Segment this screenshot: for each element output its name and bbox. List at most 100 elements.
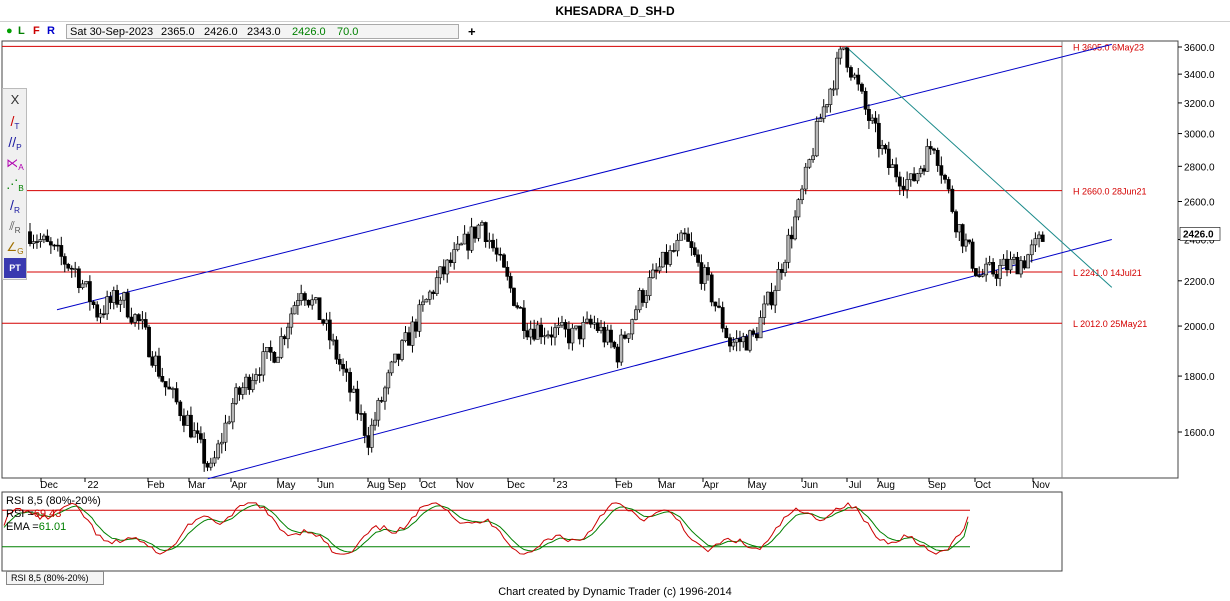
tool-retrace-icon[interactable]: /R (4, 195, 26, 215)
candle-body (250, 380, 255, 390)
tool-cursor-icon[interactable]: X (10, 92, 20, 107)
candle-body (675, 239, 680, 252)
candle-body (880, 144, 885, 149)
candle-body (45, 235, 50, 242)
candle-body (539, 324, 544, 338)
candle-body (535, 324, 540, 340)
time-tick-label: Nov (456, 480, 474, 491)
candle-body (980, 274, 985, 277)
candle-body (98, 313, 103, 318)
candle-body (512, 287, 516, 306)
price-tick-label: 2400.0 (1184, 236, 1215, 247)
candle-body (362, 413, 367, 436)
candle-body (431, 291, 436, 294)
add-icon[interactable]: + (468, 24, 476, 39)
candle-body (867, 108, 871, 121)
candle-body (195, 430, 200, 434)
trend-line (845, 45, 1113, 288)
candle-body (515, 305, 520, 308)
tool-boxes-icon[interactable]: ⋰B (4, 174, 26, 194)
candle-body (943, 174, 947, 180)
candle-body (856, 74, 861, 85)
candle-body (650, 269, 655, 278)
price-tick-label: 3600.0 (1184, 43, 1215, 54)
candle-body (870, 117, 875, 121)
candle-body (751, 330, 756, 335)
bar-date: Sat 30-Sep-2023 (70, 26, 154, 38)
candle-body (814, 121, 819, 157)
info-bar: ● L F R (0, 23, 1230, 40)
candle-body (567, 328, 571, 344)
price-tick-label: 1800.0 (1184, 372, 1215, 383)
candle-body (420, 301, 425, 306)
indicator-tab[interactable]: RSI 8,5 (80%-20%) (6, 571, 104, 585)
candle-body (647, 277, 652, 297)
candle-body (52, 244, 57, 247)
candle-body (1005, 258, 1009, 271)
candle-body (744, 336, 749, 351)
tool-ratio-icon[interactable]: ⫽R (4, 216, 26, 236)
tool-time-icon[interactable]: PT (4, 258, 26, 278)
candle-body (671, 250, 676, 252)
time-tick-label: Jun (802, 480, 818, 491)
candle-body (615, 346, 620, 363)
flag-f[interactable]: F (33, 25, 40, 37)
time-tick-label: Dec (40, 480, 58, 491)
bar-open: 2365.0 (161, 26, 195, 38)
candle-body (87, 281, 92, 303)
tool-trendline-icon[interactable]: /T (4, 111, 26, 131)
candle-body (998, 265, 1002, 279)
candle-body (292, 305, 297, 315)
tool-parallel-icon[interactable]: //P (4, 132, 26, 152)
price-tick-label: 1600.0 (1184, 428, 1215, 439)
candle-body (279, 336, 284, 358)
flag-l[interactable]: L (18, 25, 25, 37)
candle-body (689, 241, 694, 248)
candle-body (660, 251, 665, 268)
candle-body (935, 149, 940, 166)
candle-body (793, 216, 797, 240)
candle-body (272, 351, 277, 363)
candle-body (811, 155, 815, 160)
candle-body (111, 290, 116, 303)
candle-body (505, 266, 510, 277)
candle-body (115, 290, 119, 305)
time-tick-label: Aug (367, 480, 385, 491)
candle-body (894, 164, 899, 178)
status-dot-icon: ● (6, 25, 13, 37)
time-tick-label: 23 (556, 480, 568, 491)
candle-body (434, 277, 439, 294)
candle-body (686, 233, 691, 242)
time-tick-label: Sep (928, 480, 946, 491)
bar-high: 2426.0 (204, 26, 238, 38)
candle-body (393, 353, 397, 363)
candle-body (789, 234, 794, 240)
candle-body (1008, 258, 1013, 271)
candle-body (38, 239, 43, 242)
price-tick-label: 3400.0 (1184, 70, 1215, 81)
time-tick-label: Oct (975, 480, 991, 491)
candle-body (438, 266, 443, 279)
candle-body (692, 247, 697, 256)
candle-body (754, 333, 759, 339)
flag-r[interactable]: R (47, 25, 55, 37)
candle-body (182, 415, 186, 426)
candle-body (153, 355, 158, 366)
candle-body (585, 318, 589, 323)
tool-andrews-icon[interactable]: ⋉A (4, 153, 26, 173)
candle-body (125, 292, 130, 318)
candle-body (247, 376, 252, 390)
candle-body (769, 291, 774, 306)
candle-body (994, 273, 999, 279)
tool-gann-icon[interactable]: ∠G (4, 237, 26, 257)
candle-body (73, 268, 78, 271)
time-tick-label: Jun (318, 480, 334, 491)
candle-body (657, 266, 662, 272)
candle-body (776, 269, 781, 291)
candle-body (818, 118, 823, 122)
candle-body (592, 322, 597, 325)
candle-body (369, 424, 374, 448)
candle-body (876, 122, 881, 149)
candle-body (605, 329, 610, 343)
